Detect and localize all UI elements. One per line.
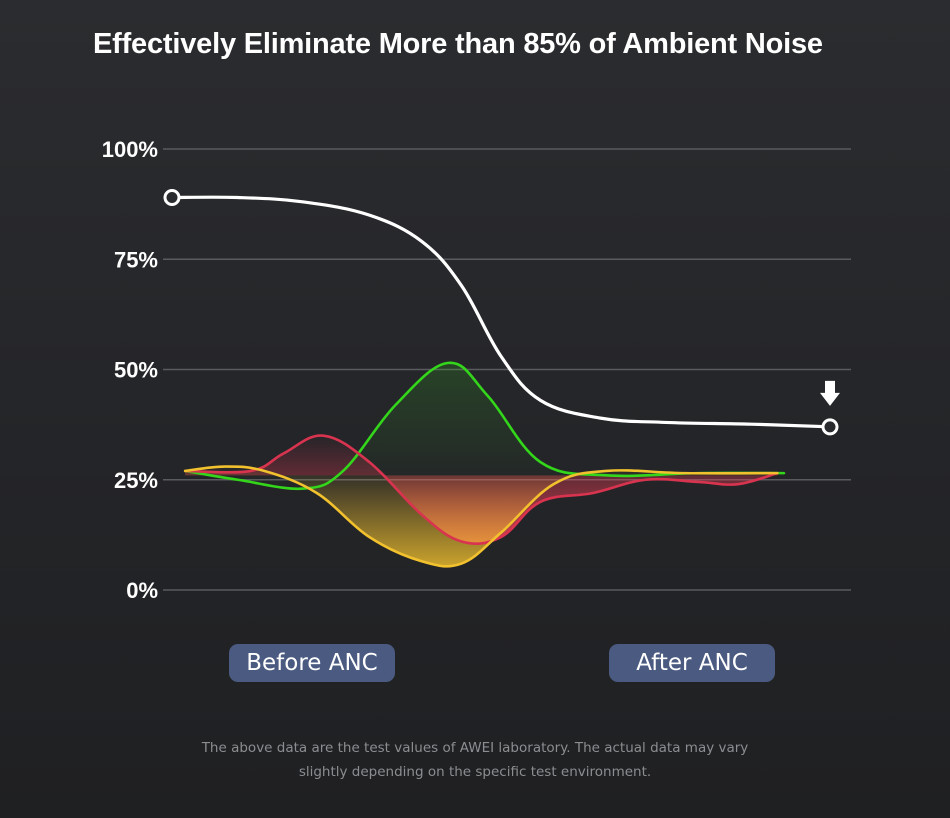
footnote-line-1: The above data are the test values of AW… [201, 740, 749, 756]
y-tick-label: 0% [126, 578, 158, 603]
series-line [183, 361, 786, 491]
y-tick-label: 50% [114, 358, 158, 383]
after-anc-button[interactable]: After ANC [609, 644, 775, 682]
series-line [170, 195, 832, 429]
y-tick-label: 75% [114, 247, 158, 272]
series-area [185, 362, 784, 489]
y-tick-label: 25% [114, 468, 158, 493]
before-anc-button[interactable]: Before ANC [229, 644, 395, 682]
y-tick-label: 100% [102, 137, 158, 162]
chart-title: Effectively Eliminate More than 85% of A… [93, 28, 823, 60]
footnote: The above data are the test values of AW… [0, 736, 950, 784]
data-point [821, 418, 839, 436]
data-point [163, 189, 181, 207]
footnote-line-2: slightly depending on the specific test … [298, 764, 652, 780]
series-area [185, 466, 778, 567]
down-arrow-icon [820, 380, 840, 406]
series-line [183, 434, 779, 546]
series-line [183, 465, 779, 568]
